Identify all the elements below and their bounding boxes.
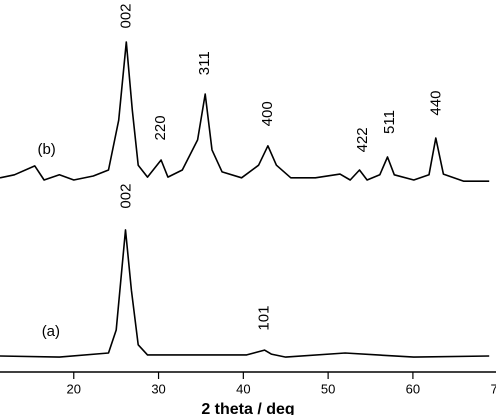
series-label: (a) <box>42 323 60 340</box>
peak-label: 101 <box>256 306 273 331</box>
x-tick-label: 30 <box>151 381 165 396</box>
peak-label: 400 <box>259 101 276 126</box>
x-tick-label: 50 <box>321 381 335 396</box>
x-tick-label: 60 <box>406 381 420 396</box>
peak-label: 422 <box>354 127 371 152</box>
peak-label: 002 <box>117 3 134 28</box>
xrd-line <box>0 229 490 358</box>
xrd-line <box>0 41 490 182</box>
peak-label: 002 <box>117 184 134 209</box>
series-label: (b) <box>37 141 55 158</box>
peak-label: 511 <box>381 110 398 134</box>
x-axis-title: 2 theta / deg <box>201 401 294 415</box>
x-tick-label: 20 <box>67 381 81 396</box>
peak-label: 311 <box>196 51 213 75</box>
x-tick-label: 40 <box>236 381 250 396</box>
peak-label: 220 <box>152 115 169 140</box>
x-tick-label: 70 <box>490 381 496 396</box>
peak-label: 440 <box>428 91 445 116</box>
